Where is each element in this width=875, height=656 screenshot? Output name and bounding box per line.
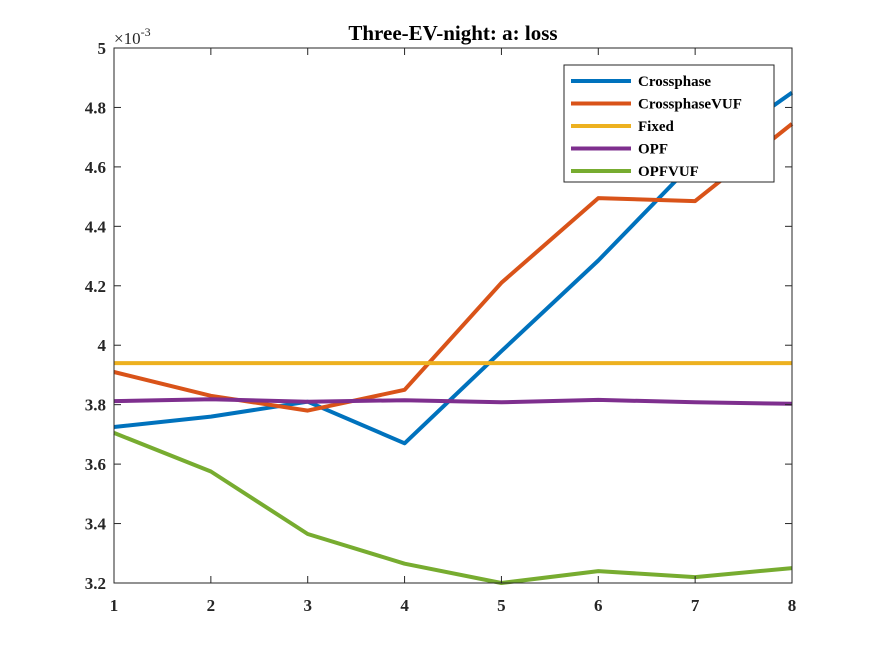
y-tick-label: 3.4 [85,515,107,534]
y-tick-label: 5 [98,39,107,58]
y-tick-label: 3.8 [85,396,106,415]
x-tick-label: 6 [594,596,603,615]
legend-label: Crossphase [638,74,711,90]
y-tick-label: 4.4 [85,217,107,236]
y-multiplier-exponent: -3 [141,25,151,39]
x-tick-label: 3 [303,596,312,615]
legend-label: OPF [638,142,668,158]
series-line-5 [113,431,793,585]
y-tick-label: 4 [98,336,107,355]
x-tick-label: 5 [497,596,506,615]
chart-title: Three-EV-night: a: loss [348,21,557,45]
y-multiplier-base: ×10 [114,29,141,48]
y-tick-label: 4.2 [85,277,106,296]
y-tick-label: 4.8 [85,98,106,117]
legend-label: Fixed [638,119,674,135]
x-tick-label: 2 [207,596,216,615]
legend-items: Crossphase CrossphaseVUF Fixed OPF OPFVUF [571,74,742,180]
y-tick-label: 3.2 [85,574,106,593]
y-tick-label: 3.6 [85,455,106,474]
plot-frame [113,47,793,584]
x-tick-label: 1 [110,596,119,615]
series-line-4 [113,397,793,406]
legend-label: CrossphaseVUF [638,97,742,113]
legend-label: OPFVUF [638,164,699,180]
tick-layer: 1 2 3 4 5 6 7 8 3.2 3.4 3.6 3.8 4 4.2 4.4 4.6 4.8 5 [85,39,797,615]
y-multiplier: ×10-3 [114,25,151,48]
x-tick-label: 8 [788,596,797,615]
legend: Crossphase CrossphaseVUF Fixed OPF OPFVUF [563,64,775,183]
x-tick-label: 4 [400,596,409,615]
legend-box [563,64,775,183]
y-tick-label: 4.6 [85,158,106,177]
x-tick-label: 7 [691,596,700,615]
